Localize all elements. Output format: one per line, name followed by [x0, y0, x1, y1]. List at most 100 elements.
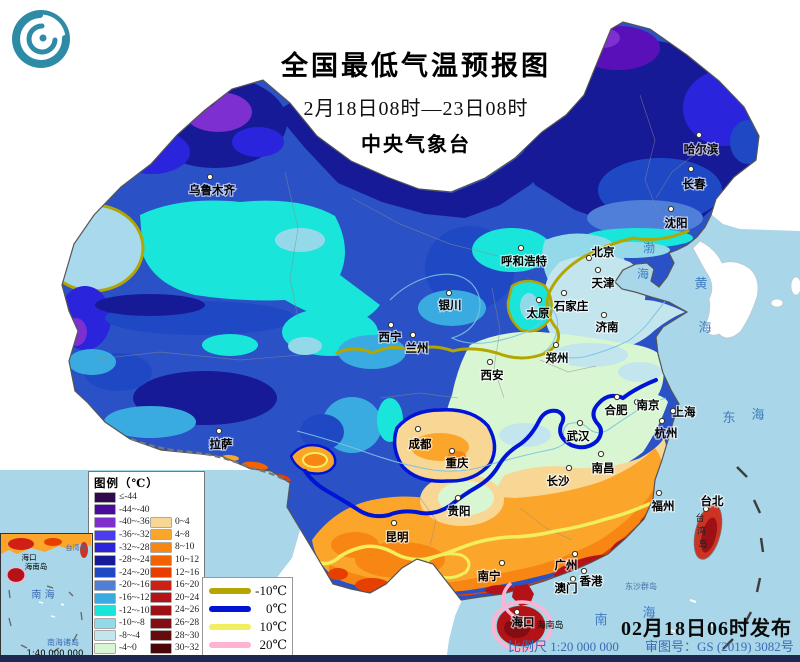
city-label: 广州: [555, 558, 578, 572]
legend-cold-label: -36~-32: [119, 530, 150, 541]
legend-cold-row: -36~-32: [95, 529, 149, 542]
city-marker: [613, 393, 621, 401]
city-label: 银川: [439, 298, 462, 312]
legend-cold-swatch: [95, 631, 115, 641]
isotherm-20-line: [491, 581, 553, 652]
legend-cold-swatch: [95, 517, 115, 527]
city-label: 上海: [673, 405, 696, 419]
isotherm-line-sample: [209, 624, 251, 630]
city-label: 福州: [651, 499, 675, 513]
city-marker: [702, 505, 710, 513]
hainan-island: [496, 605, 546, 647]
sea-label: 东: [722, 411, 735, 426]
legend-warm-swatch: [151, 593, 171, 603]
city-marker: [448, 447, 456, 455]
legend-cold-row: -4~0: [95, 642, 149, 655]
isotherm-legend-row: 0℃: [209, 600, 287, 618]
legend-cold-label: -16~-12: [119, 593, 150, 604]
inset-taiwan: [80, 542, 88, 558]
legend-cold-row: -28~-24: [95, 554, 149, 567]
legend-title: 图例（℃）: [94, 478, 159, 490]
legend-cold-row: -8~-4: [95, 630, 149, 643]
legend-cold-row: -44~-40: [95, 504, 149, 517]
legend-cold-swatch: [95, 643, 115, 653]
city-marker: [669, 407, 677, 415]
city-marker: [594, 266, 602, 274]
island: [770, 298, 784, 308]
legend-warm-row: 0~4: [151, 516, 199, 529]
city-marker: [655, 489, 663, 497]
city-label: 兰州: [406, 341, 429, 355]
city-label: 呼和浩特: [501, 254, 547, 268]
cma-logo: [10, 8, 72, 70]
city-marker: [600, 311, 608, 319]
legend-cold-row: -10~-8: [95, 617, 149, 630]
isotherm-legend-row: 20℃: [209, 636, 287, 654]
city-label: 太原: [526, 306, 550, 320]
city-label: 郑州: [546, 351, 569, 365]
city-label: 武汉: [567, 429, 590, 443]
city-label: 成都: [409, 437, 432, 451]
city-label: 沈阳: [665, 216, 688, 230]
inset-hainan: [6, 566, 26, 584]
island: [790, 276, 800, 296]
isotherm-0-line: [303, 378, 658, 519]
sea-label: 海: [751, 408, 764, 423]
release-time: 02月18日06时发布: [621, 618, 792, 640]
isotherm-line-sample: [209, 642, 251, 648]
sea-label: 渤: [643, 241, 655, 255]
inset-label: 台湾岛: [66, 543, 87, 552]
legend-cold-row: -20~-16: [95, 579, 149, 592]
city-marker: [576, 419, 584, 427]
city-label: 西宁: [379, 330, 402, 344]
city-label: 哈尔滨: [684, 142, 719, 156]
legend-cold-row: -32~-28: [95, 541, 149, 554]
legend-warm-row: 16~20: [151, 579, 199, 592]
city-label: 合肥: [605, 403, 628, 417]
city-marker: [695, 131, 703, 139]
isotherm-legend-row: -10℃: [209, 582, 287, 600]
legend-cold-label: -20~-16: [119, 580, 150, 591]
city-marker: [560, 289, 568, 297]
city-label: 乌鲁木齐: [189, 183, 235, 197]
legend-cold-label: -28~-24: [119, 555, 150, 566]
legend-warm-swatch: [151, 605, 171, 615]
temperature-legend: 图例（℃） ≤-44 -44~-40 -40~-36 -36~-32 -32~-28 -2…: [88, 471, 205, 657]
isotherm-legend: -10℃ 0℃ 10℃ 20℃: [202, 577, 293, 657]
legend-warm-label: 28~30: [175, 630, 200, 641]
legend-warm-swatch: [151, 517, 171, 527]
legend-warm-label: 8~10: [175, 542, 195, 553]
inset-islands: [38, 601, 65, 618]
legend-cold-swatch: [95, 618, 115, 628]
south-china-sea-inset: 台湾岛 海口 海南岛南 海南海诸岛 1:40 000 000: [0, 533, 93, 662]
sea-label: 海: [698, 321, 711, 336]
sea-label: 海: [637, 266, 649, 281]
province-borders: [89, 94, 701, 547]
legend-cold-swatch: [95, 568, 115, 578]
china-boundary: [61, 21, 760, 601]
city-label: 南宁: [478, 569, 501, 583]
legend-cold-label: -32~-28: [119, 542, 150, 553]
cma-logo-swirl-icon: [12, 10, 70, 68]
legend-warm-row: 28~30: [151, 629, 199, 642]
legend-warm-row: 8~10: [151, 541, 199, 554]
island-label: 台: [695, 512, 704, 524]
city-marker: [569, 575, 577, 583]
legend-cold-label: ≤-44: [119, 492, 137, 503]
inset-nine-dash: [8, 585, 83, 653]
legend-warm-swatch: [151, 618, 171, 628]
legend-cold-label: -40~-36: [119, 517, 150, 528]
inset-label: 1:40 000 000: [27, 649, 84, 659]
city-marker: [658, 417, 666, 425]
island-label: 湾: [697, 525, 706, 537]
legend-cold-label: -10~-8: [119, 618, 145, 629]
city-marker: [517, 244, 525, 252]
city-label: 杭州: [655, 426, 678, 440]
city-label: 西安: [481, 368, 504, 382]
city-label: 天津: [592, 276, 615, 290]
legend-warm-column: 0~4 4~8 8~10 10~12 12~16 16~20 20~24 24~26 26~28…: [151, 516, 199, 655]
city-marker: [535, 296, 543, 304]
